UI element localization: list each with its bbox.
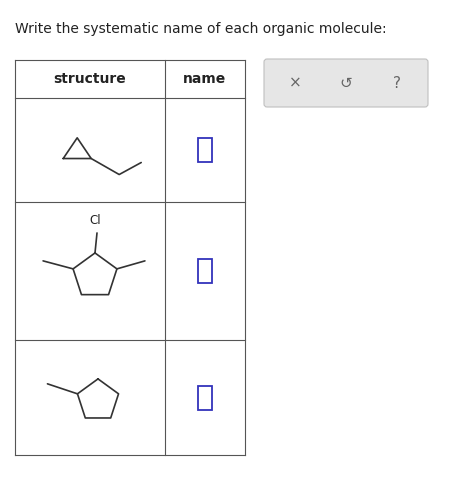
Bar xyxy=(198,259,212,283)
Text: Cl: Cl xyxy=(89,214,101,227)
Text: ↺: ↺ xyxy=(340,76,352,91)
FancyBboxPatch shape xyxy=(264,59,428,107)
Text: structure: structure xyxy=(54,72,127,86)
Text: ?: ? xyxy=(392,76,401,91)
Bar xyxy=(198,385,212,409)
Bar xyxy=(198,138,212,162)
Text: ×: × xyxy=(289,76,302,91)
Text: name: name xyxy=(183,72,227,86)
Text: Write the systematic name of each organic molecule:: Write the systematic name of each organi… xyxy=(15,22,387,36)
